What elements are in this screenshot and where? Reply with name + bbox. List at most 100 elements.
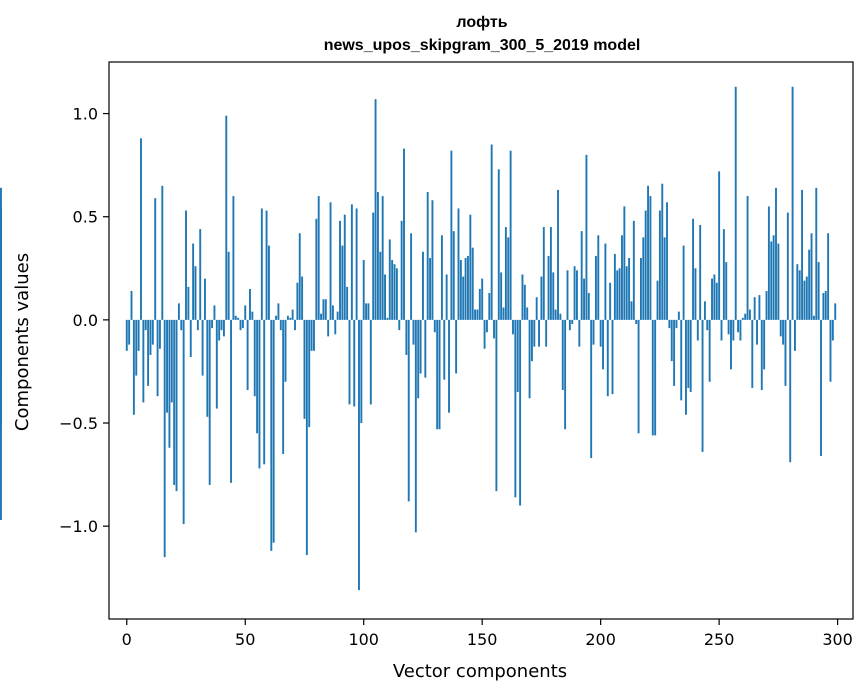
bar-278: [784, 319, 787, 386]
bar-12: [154, 198, 157, 320]
bar-69: [289, 317, 292, 320]
bar-263: [748, 309, 751, 320]
bar-72: [296, 282, 299, 320]
bar-39: [218, 319, 221, 341]
bar-284: [798, 270, 801, 320]
bar-195: [587, 293, 590, 320]
bar-212: [628, 257, 631, 320]
bar-280: [789, 319, 792, 463]
bar-233: [677, 311, 680, 320]
bar-63: [275, 315, 277, 320]
bar-231: [673, 319, 676, 386]
bar-48: [239, 319, 242, 331]
bar-33: [204, 278, 206, 320]
bar-27: [189, 319, 192, 357]
bar-218: [642, 237, 645, 320]
bar-100: [362, 260, 365, 320]
bar-166: [519, 319, 522, 506]
bar-148: [476, 309, 479, 320]
bar-130: [433, 319, 436, 333]
bar-66: [282, 319, 285, 454]
bar-293: [820, 319, 822, 457]
x-tick-label-3: 150: [467, 630, 498, 649]
bar-57: [260, 208, 263, 320]
x-tick-label-2: 100: [348, 630, 379, 649]
bar-276: [779, 319, 782, 337]
y-tick-label-1: −0.5: [59, 414, 98, 433]
bar-297: [829, 319, 832, 382]
bar-112: [391, 260, 394, 320]
bar-214: [632, 220, 635, 320]
bar-168: [523, 284, 526, 320]
bar-37: [213, 305, 216, 320]
bar-23: [180, 319, 183, 331]
bar-88: [334, 319, 337, 335]
bar-45: [232, 196, 235, 320]
bar-116: [400, 220, 403, 320]
bar-58: [263, 319, 266, 465]
bar-121: [412, 319, 415, 345]
bar-177: [545, 319, 548, 347]
bar-239: [692, 218, 695, 320]
bar-56: [258, 319, 261, 469]
bar-145: [469, 214, 472, 320]
bar-140: [457, 208, 460, 320]
bar-98: [358, 319, 360, 591]
bar-104: [372, 212, 375, 320]
bar-41: [222, 319, 225, 337]
bar-82: [320, 313, 323, 320]
bar-175: [540, 276, 543, 320]
bar-196: [590, 319, 593, 459]
bar-299: [834, 303, 837, 320]
bar-197: [592, 319, 595, 345]
bar-64: [277, 303, 280, 320]
bar-295: [824, 290, 827, 320]
bar-229: [668, 319, 671, 329]
bar-114: [395, 268, 398, 320]
bar-259: [739, 319, 742, 341]
bar-206: [613, 253, 616, 320]
bar-245: [706, 319, 709, 331]
bar-180: [552, 272, 555, 320]
bar-26: [187, 286, 190, 320]
bar-199: [597, 235, 600, 320]
bar-9: [147, 319, 150, 386]
bar-253: [725, 262, 728, 320]
bar-323: [0, 253, 2, 320]
bar-183: [559, 313, 562, 320]
bar-158: [500, 272, 503, 320]
y-tick-label-0: −1.0: [59, 517, 98, 536]
bar-117: [403, 148, 405, 320]
bar-178: [547, 255, 550, 320]
bar-126: [424, 319, 427, 378]
bar-277: [782, 319, 785, 345]
bar-132: [438, 319, 441, 430]
bar-194: [585, 154, 588, 320]
bar-249: [715, 282, 718, 320]
bar-46: [234, 315, 237, 320]
plot-frame: [108, 61, 854, 620]
bar-224: [656, 280, 659, 320]
bar-243: [701, 319, 704, 452]
bar-139: [455, 319, 458, 374]
bar-258: [737, 319, 740, 333]
bar-267: [758, 295, 761, 320]
x-axis-label: Vector components: [393, 661, 567, 682]
bar-161: [507, 237, 510, 320]
bar-208: [618, 268, 621, 320]
bar-52: [249, 288, 251, 320]
bar-77: [308, 319, 311, 428]
bar-7: [142, 319, 145, 403]
bar-53: [251, 311, 254, 320]
bar-255: [730, 319, 732, 370]
bar-153: [488, 293, 491, 320]
bar-108: [381, 196, 384, 320]
bar-324: [0, 319, 2, 347]
bar-129: [431, 200, 434, 320]
bar-266: [756, 319, 758, 345]
bar-93: [346, 286, 349, 320]
bar-272: [770, 241, 773, 320]
bar-167: [521, 274, 524, 320]
bar-131: [436, 319, 439, 430]
bar-119: [407, 319, 410, 502]
